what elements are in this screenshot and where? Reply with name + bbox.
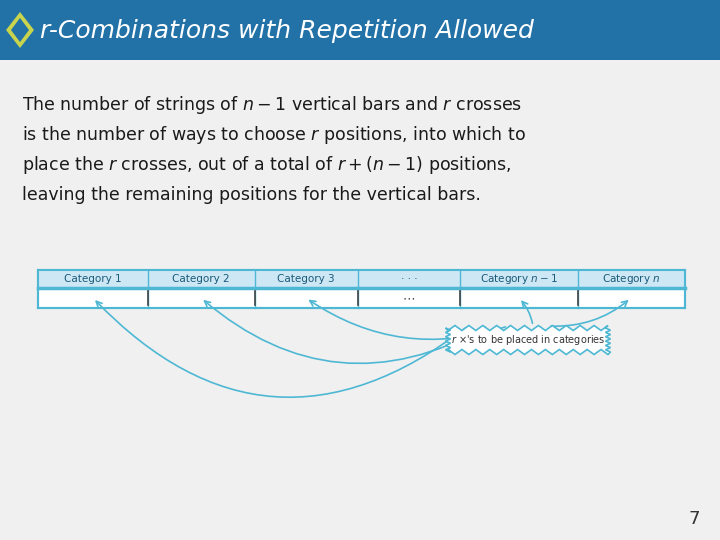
Text: Category $n-1$: Category $n-1$ bbox=[480, 272, 558, 286]
Text: · · ·: · · · bbox=[401, 274, 418, 284]
Text: The number of strings of $n-1$ vertical bars and $r$ crosses: The number of strings of $n-1$ vertical … bbox=[22, 94, 522, 116]
Text: is the number of ways to choose $r$ positions, into which to: is the number of ways to choose $r$ posi… bbox=[22, 124, 526, 146]
Polygon shape bbox=[11, 18, 29, 42]
FancyBboxPatch shape bbox=[0, 0, 720, 60]
FancyBboxPatch shape bbox=[38, 270, 685, 308]
Text: $r$ ×'s to be placed in categories: $r$ ×'s to be placed in categories bbox=[451, 333, 606, 347]
Polygon shape bbox=[446, 326, 611, 354]
Text: $\cdots$: $\cdots$ bbox=[402, 292, 415, 305]
Text: place the $r$ crosses, out of a total of $r+(n-1)$ positions,: place the $r$ crosses, out of a total of… bbox=[22, 154, 512, 176]
Text: Category 3: Category 3 bbox=[277, 274, 335, 284]
Text: 7: 7 bbox=[688, 510, 700, 528]
Polygon shape bbox=[6, 12, 34, 48]
FancyBboxPatch shape bbox=[38, 270, 685, 288]
Text: leaving the remaining positions for the vertical bars.: leaving the remaining positions for the … bbox=[22, 186, 481, 204]
Text: Category 1: Category 1 bbox=[64, 274, 122, 284]
Text: r-Combinations with Repetition Allowed: r-Combinations with Repetition Allowed bbox=[40, 19, 534, 43]
Text: Category $n$: Category $n$ bbox=[602, 272, 660, 286]
Text: Category 2: Category 2 bbox=[172, 274, 230, 284]
